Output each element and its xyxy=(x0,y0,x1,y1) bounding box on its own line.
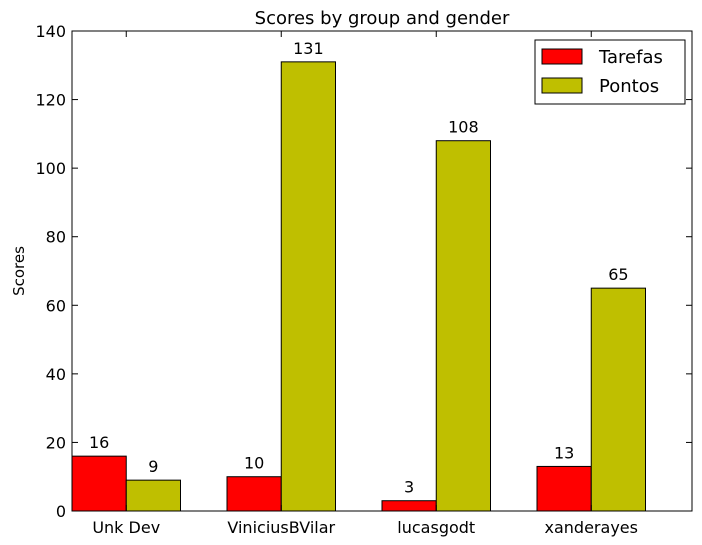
value-label: 108 xyxy=(448,118,479,137)
legend-swatch-tarefas xyxy=(541,48,583,65)
y-tick-label: 40 xyxy=(46,365,66,384)
bar-pontos-2 xyxy=(435,140,491,512)
x-tick-label: Unk Dev xyxy=(92,518,160,537)
x-tick-label: lucasgodt xyxy=(397,518,475,537)
y-tick-label: 20 xyxy=(46,433,66,452)
legend-label-pontos: Pontos xyxy=(599,76,659,97)
value-label: 10 xyxy=(244,454,264,473)
bar-pontos-3 xyxy=(590,287,646,512)
chart-title: Scores by group and gender xyxy=(255,8,510,29)
x-tick-label: xanderayes xyxy=(545,518,638,537)
legend-swatch-pontos xyxy=(541,77,583,94)
value-label: 13 xyxy=(554,443,574,462)
y-axis-ticks: 0 20 40 60 80 100 120 140 xyxy=(35,22,692,521)
value-label: 3 xyxy=(404,478,414,497)
value-label: 65 xyxy=(608,265,628,284)
bar-tarefas-1 xyxy=(226,476,282,512)
y-tick-label: 60 xyxy=(46,296,66,315)
x-tick-label: ViniciusBVilar xyxy=(227,518,335,537)
y-tick-label: 120 xyxy=(35,91,66,110)
value-label: 9 xyxy=(148,457,158,476)
y-tick-label: 80 xyxy=(46,228,66,247)
y-axis-label: Scores xyxy=(10,246,28,296)
bar-pontos-0 xyxy=(125,479,181,512)
value-label: 16 xyxy=(89,433,109,452)
y-tick-label: 0 xyxy=(56,502,66,521)
legend: Tarefas Pontos xyxy=(534,39,686,105)
legend-label-tarefas: Tarefas xyxy=(598,47,663,68)
bar-tarefas-0 xyxy=(71,455,127,512)
plot-frame xyxy=(71,30,693,512)
bar-tarefas-2 xyxy=(381,500,437,512)
y-tick-label: 100 xyxy=(35,159,66,178)
bars-layer xyxy=(71,61,646,512)
bar-tarefas-3 xyxy=(536,465,592,512)
x-axis-ticks: Unk Dev ViniciusBVilar lucasgodt xanderayes xyxy=(92,31,638,537)
value-labels-layer: 16 10 3 13 9 131 108 65 xyxy=(89,39,629,497)
y-tick-label: 140 xyxy=(35,22,66,41)
value-label: 131 xyxy=(293,39,324,58)
bar-pontos-1 xyxy=(280,61,336,512)
